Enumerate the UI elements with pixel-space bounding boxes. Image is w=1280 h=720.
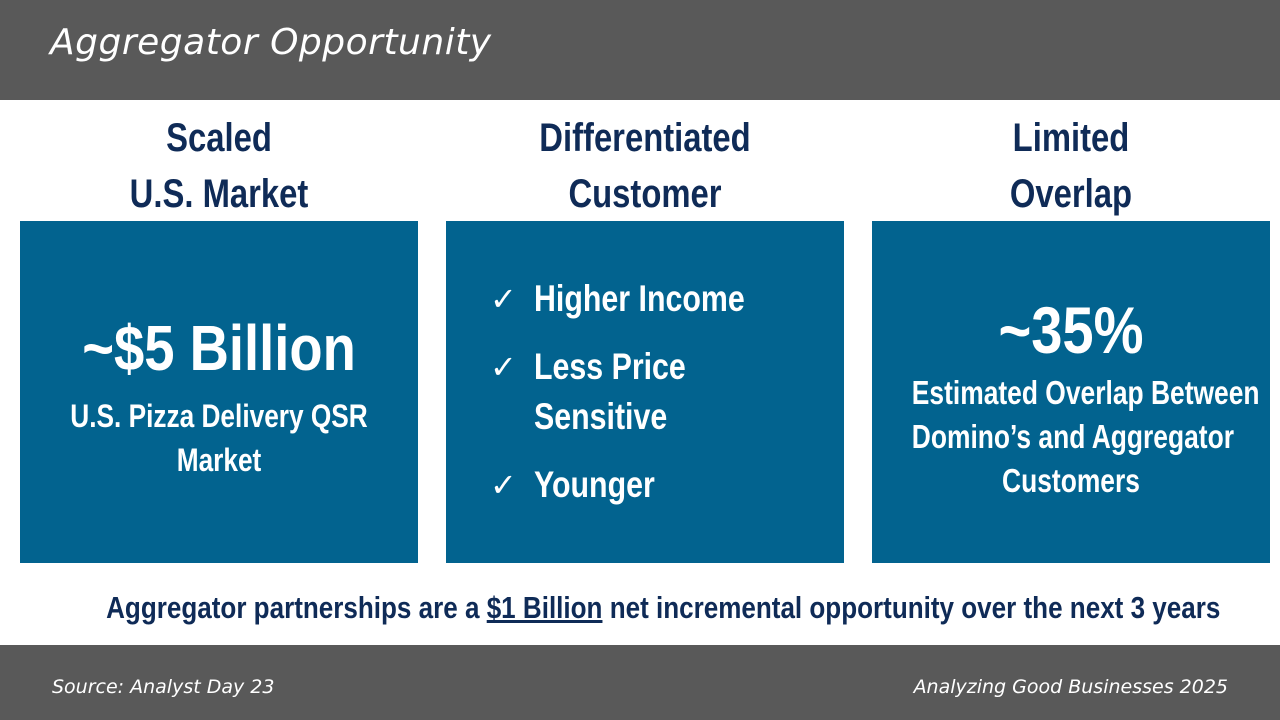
trait-label: Higher Income <box>534 278 745 319</box>
heading-line: Limited <box>1012 116 1130 160</box>
trait-label: Sensitive <box>534 396 668 437</box>
trait-label: Younger <box>534 464 655 505</box>
heading-line: Differentiated <box>539 116 751 160</box>
heading-line: Customer <box>568 172 722 216</box>
trait-item-higher-income: ✓ Higher Income <box>490 274 791 324</box>
footer-source: Source: Analyst Day 23 <box>52 676 275 698</box>
heading-line: Overlap <box>1009 172 1133 216</box>
summary-prefix: Aggregator partnerships are a <box>106 590 487 625</box>
summary-statement: Aggregator partnerships are a $1 Billion… <box>0 586 1280 630</box>
panel-customer-traits <box>446 221 844 563</box>
column-heading-scaled-market: Scaled U.S. Market <box>56 110 382 222</box>
checkmark-icon: ✓ <box>490 280 517 318</box>
summary-suffix: net incremental opportunity over the nex… <box>602 590 1221 625</box>
column-heading-limited-overlap: Limited Overlap <box>908 110 1234 222</box>
trait-item-younger: ✓ Younger <box>490 460 681 510</box>
heading-line: Scaled <box>166 116 272 160</box>
caption-line: Estimated Overlap Between <box>911 374 1260 411</box>
heading-line: U.S. Market <box>129 172 309 216</box>
caption-line: Customers <box>1002 462 1140 499</box>
checkmark-icon: ✓ <box>490 466 517 504</box>
checkmark-icon: ✓ <box>490 348 517 386</box>
column-heading-differentiated-customer: Differentiated Customer <box>482 110 808 222</box>
overlap-caption: Estimated Overlap Between Domino’s and A… <box>872 371 1270 503</box>
header-bar <box>0 0 1280 100</box>
panel-overlap <box>872 221 1270 563</box>
caption-line: Domino’s and Aggregator <box>911 418 1234 455</box>
trait-item-less-price-sensitive: ✓ Less Price Sensitive <box>490 342 719 442</box>
trait-label: Less Price <box>534 346 686 387</box>
panel-market-size <box>20 221 418 563</box>
summary-highlight: $1 Billion <box>486 590 603 625</box>
caption-line: Market <box>176 442 262 478</box>
caption-line: U.S. Pizza Delivery QSR <box>70 398 368 434</box>
overlap-value: ~35% <box>998 293 1144 367</box>
slide-title: Aggregator Opportunity <box>50 22 492 63</box>
market-size-value: ~$5 Billion <box>82 312 356 384</box>
market-size-caption: U.S. Pizza Delivery QSR Market <box>56 394 382 482</box>
footer-bar <box>0 645 1280 720</box>
footer-credit: Analyzing Good Businesses 2025 <box>913 676 1228 698</box>
